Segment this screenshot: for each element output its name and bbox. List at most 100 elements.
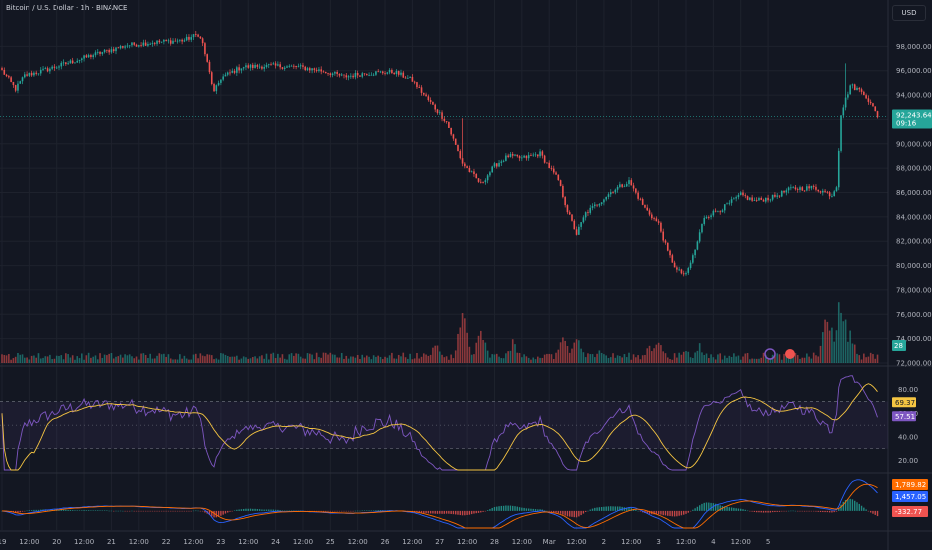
candle bbox=[828, 191, 831, 200]
candle-body bbox=[286, 66, 288, 68]
volume-bar bbox=[83, 359, 85, 363]
candle-body bbox=[792, 187, 794, 189]
macd-hist-bar bbox=[835, 510, 838, 512]
volume-bar bbox=[49, 354, 51, 363]
volume-bar bbox=[249, 358, 252, 363]
candle bbox=[525, 155, 528, 161]
volume-bar bbox=[712, 357, 715, 363]
volume-bar bbox=[233, 356, 236, 363]
candle-body bbox=[657, 221, 660, 223]
volume-bar bbox=[58, 355, 60, 363]
candle-body bbox=[261, 66, 263, 69]
candle bbox=[648, 208, 651, 217]
volume-bar bbox=[265, 353, 268, 363]
macd-hist-bar bbox=[71, 510, 74, 511]
candle bbox=[858, 86, 861, 93]
volume-bar bbox=[810, 358, 813, 363]
candle-body bbox=[671, 255, 674, 263]
candle-body bbox=[37, 73, 40, 75]
candle bbox=[46, 66, 49, 73]
candle bbox=[274, 61, 277, 69]
macd-hist-bar bbox=[370, 510, 373, 511]
volume-bar bbox=[258, 356, 261, 363]
candle-body bbox=[158, 40, 161, 43]
candle-body bbox=[806, 186, 808, 191]
volume-bar bbox=[452, 358, 455, 363]
candle bbox=[62, 59, 65, 66]
candle-body bbox=[24, 74, 26, 78]
candle bbox=[630, 178, 633, 186]
time-tick-label: 12:00 bbox=[731, 538, 751, 546]
volume-bar bbox=[546, 353, 548, 363]
macd-hist-bar bbox=[151, 510, 154, 512]
volume-bar bbox=[489, 357, 491, 363]
candle-body bbox=[511, 154, 514, 156]
candle bbox=[646, 204, 649, 211]
macd-hist-bar bbox=[284, 510, 286, 512]
candle bbox=[739, 191, 742, 196]
volume-bar bbox=[14, 356, 17, 363]
currency-button[interactable]: USD bbox=[892, 5, 926, 21]
candle bbox=[625, 181, 628, 187]
macd-hist-bar bbox=[201, 510, 204, 512]
candle-body bbox=[443, 118, 446, 122]
candle-body bbox=[375, 71, 377, 75]
volume-bar bbox=[860, 359, 863, 363]
candle bbox=[377, 69, 379, 73]
macd-hist-bar bbox=[160, 510, 163, 512]
macd-hist-bar bbox=[842, 501, 845, 511]
candle-body bbox=[14, 85, 17, 91]
candle bbox=[685, 271, 687, 276]
candle-body bbox=[215, 85, 218, 92]
macd-hist-bar bbox=[872, 510, 874, 514]
volume-bar bbox=[131, 356, 133, 363]
candle bbox=[735, 195, 737, 202]
candle bbox=[429, 97, 432, 105]
volume-bar bbox=[562, 337, 564, 363]
candle-body bbox=[733, 198, 735, 200]
macd-hist-bar bbox=[660, 510, 662, 515]
candle bbox=[826, 190, 829, 194]
candle-body bbox=[655, 218, 658, 222]
candle-body bbox=[397, 71, 400, 75]
candle-body bbox=[217, 82, 220, 86]
volume-bar bbox=[409, 353, 411, 363]
macd-hist-bar bbox=[543, 510, 546, 511]
macd-hist-bar bbox=[851, 499, 854, 511]
candle bbox=[708, 215, 710, 220]
candle-body bbox=[717, 211, 719, 213]
macd-value-label: -332.77 bbox=[895, 508, 922, 516]
macd-hist-bar bbox=[21, 510, 24, 512]
macd-hist-bar bbox=[600, 506, 603, 511]
candle-body bbox=[548, 162, 550, 169]
candle-body bbox=[808, 186, 810, 189]
volume-bar bbox=[320, 357, 322, 363]
macd-hist-bar bbox=[464, 510, 466, 516]
volume-bar bbox=[94, 355, 97, 363]
macd-hist-bar bbox=[728, 507, 731, 511]
rsi-value-badge bbox=[892, 411, 916, 422]
volume-bar bbox=[238, 359, 240, 363]
time-tick-label: 12:00 bbox=[621, 538, 641, 546]
candle bbox=[475, 173, 478, 179]
volume-bar bbox=[826, 321, 829, 363]
candle bbox=[169, 37, 172, 46]
volume-bar bbox=[188, 359, 190, 363]
candle bbox=[776, 193, 778, 199]
volume-bar bbox=[363, 357, 366, 363]
candle bbox=[17, 80, 19, 94]
candle bbox=[87, 53, 90, 58]
volume-bar bbox=[682, 351, 685, 363]
candle bbox=[486, 174, 489, 184]
volume-bar bbox=[735, 356, 737, 363]
candle bbox=[407, 75, 409, 79]
volume-bar bbox=[676, 357, 678, 363]
time-tick-label: Mar bbox=[543, 538, 556, 546]
volume-bar bbox=[555, 352, 557, 363]
volume-bar bbox=[762, 352, 765, 363]
volume-bar bbox=[445, 356, 448, 363]
macd-hist-bar bbox=[557, 510, 560, 514]
candle-body bbox=[826, 191, 829, 193]
macd-hist-bar bbox=[90, 510, 92, 511]
